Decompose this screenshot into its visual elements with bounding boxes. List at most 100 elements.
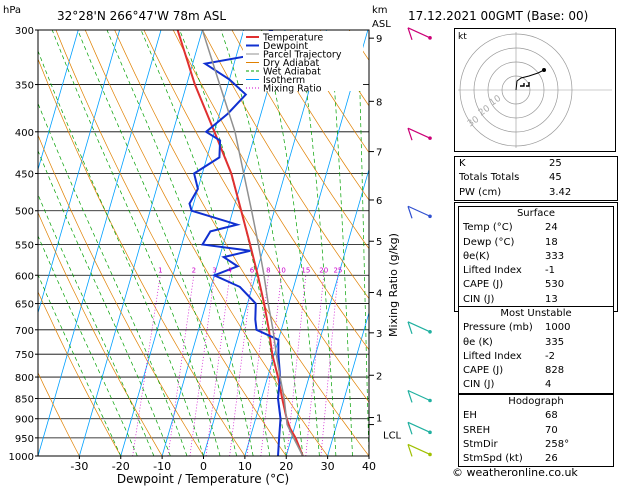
row-label: Totals Totals — [459, 172, 520, 184]
pressure-tick-label: 900 — [15, 415, 34, 426]
lcl-label: LCL — [383, 431, 402, 442]
temperature-tick-label: 10 — [238, 460, 252, 473]
wind-barb-dot — [428, 398, 432, 403]
legend-label: Dry Adiabat — [263, 58, 320, 69]
dry-adiabat-line — [114, 30, 369, 456]
indices-panel: K 25 Totals Totals 45 PW (cm) 3.42 — [454, 156, 618, 201]
pressure-tick-label: 950 — [15, 434, 34, 445]
dry-adiabat-line — [38, 58, 246, 456]
wind-barb-dot — [428, 36, 432, 40]
temperature-tick-label: 40 — [362, 460, 376, 473]
mixing-ratio-label: 20 — [319, 266, 328, 274]
wet-adiabat-line — [261, 30, 320, 456]
row-value: 333 — [545, 250, 565, 262]
asl-unit-label: ASL — [372, 19, 391, 30]
pressure-tick-label: 400 — [15, 128, 34, 139]
pressure-tick-label: 1000 — [9, 452, 34, 463]
wind-barb-dot — [428, 329, 432, 334]
row-value: 13 — [545, 293, 558, 305]
table-row: Lifted Index -1 — [459, 264, 613, 278]
table-row: CAPE (J) 530 — [459, 278, 613, 292]
dry-adiabat-line — [38, 371, 80, 456]
pressure-tick-label: 350 — [15, 81, 34, 92]
indices-rows: K 25 Totals Totals 45 PW (cm) 3.42 — [455, 157, 617, 200]
mixing-ratio-label: 1 — [158, 266, 162, 274]
km-tick-label: 8 — [376, 97, 382, 108]
series-line-parcel-trajectory — [201, 30, 304, 456]
dry-adiabat-line — [38, 134, 204, 456]
wind-barb — [407, 389, 431, 402]
wind-barb-flag — [407, 390, 413, 403]
mixing-ratio-label: 8 — [266, 266, 270, 274]
wind-barb-dot — [428, 214, 432, 219]
row-label: Temp (°C) — [463, 222, 513, 234]
row-label: CIN (J) — [463, 293, 495, 305]
row-label: CAPE (J) — [463, 279, 504, 291]
row-label: StmDir — [463, 438, 498, 450]
row-value: 25 — [549, 158, 562, 169]
table-row: SREH 70 — [459, 424, 613, 438]
table-row: Lifted Index -2 — [459, 350, 613, 364]
mixing-ratio-label: 25 — [333, 266, 342, 274]
legend-label: Temperature — [262, 33, 323, 44]
row-label: Dewp (°C) — [463, 236, 515, 248]
wet-adiabat-line — [77, 30, 237, 456]
row-value: -2 — [545, 350, 555, 362]
surface-title: Surface — [516, 208, 556, 219]
row-label: CIN (J) — [463, 379, 495, 391]
dry-adiabat-line — [202, 30, 369, 300]
km-tick-label: 2 — [376, 371, 382, 382]
wet-adiabat-line — [106, 30, 254, 456]
wind-barb-flag — [407, 444, 413, 457]
location-title: 32°28'N 266°47'W 78m ASL — [57, 9, 226, 23]
hodograph-stats-rows: EH 68 SREH 70 StmDir 258° StmSpd (kt) 26 — [459, 409, 613, 466]
row-label: Pressure (mb) — [463, 322, 533, 334]
pressure-tick-label: 850 — [15, 394, 34, 405]
row-label: PW (cm) — [459, 186, 502, 198]
mixing-ratio-line — [260, 275, 282, 456]
wet-adiabat-line — [329, 30, 353, 456]
pressure-tick-label: 600 — [15, 271, 34, 282]
wind-barb — [407, 27, 431, 39]
row-value: 45 — [549, 172, 562, 184]
isotherm-line — [244, 30, 369, 456]
row-label: StmSpd (kt) — [463, 453, 523, 465]
legend-label: Mixing Ratio — [263, 84, 322, 95]
pressure-tick-label: 300 — [15, 26, 34, 37]
pressure-tick-label: 750 — [15, 350, 34, 361]
row-label: SREH — [463, 424, 491, 436]
table-row: CAPE (J) 828 — [459, 364, 613, 378]
table-row: StmSpd (kt) 26 — [459, 452, 613, 466]
row-value: 3.42 — [549, 186, 572, 198]
row-value: 4 — [545, 379, 552, 391]
mixing-ratio-line — [246, 275, 269, 456]
most-unstable-rows: Pressure (mb) 1000 θe (K) 335 Lifted Index -2… — [459, 321, 613, 392]
wind-barb — [407, 205, 431, 217]
wet-adiabat-line — [140, 30, 271, 456]
km-tick-label: 9 — [376, 34, 382, 45]
isotherm-line — [203, 30, 327, 456]
storm-motion-marker — [520, 82, 530, 87]
row-value: 828 — [545, 365, 565, 377]
mixing-ratio-line — [229, 275, 253, 456]
chart-series — [176, 30, 304, 456]
row-label: Lifted Index — [463, 350, 522, 362]
row-value: 24 — [545, 222, 558, 234]
wind-barb-flag — [407, 206, 413, 219]
mixing-ratio-line — [305, 275, 325, 456]
legend-background — [243, 31, 363, 91]
legend-label: Dewpoint — [263, 41, 308, 52]
wet-adiabat-line — [297, 30, 337, 456]
pressure-tick-label: 650 — [15, 300, 34, 311]
mixing-ratio-line — [189, 275, 215, 456]
wind-barb — [407, 127, 431, 139]
row-label: Lifted Index — [463, 265, 522, 277]
wind-barb-flag — [407, 321, 413, 334]
surface-rows: Temp (°C) 24 Dewp (°C) 18 θe(K) 333 Lifted Ind… — [459, 221, 613, 307]
mixing-ratio-line — [132, 275, 161, 456]
row-value: 530 — [545, 279, 565, 291]
row-value: 1000 — [545, 322, 571, 334]
row-label: θe(K) — [463, 250, 490, 262]
row-label: K — [459, 158, 466, 169]
